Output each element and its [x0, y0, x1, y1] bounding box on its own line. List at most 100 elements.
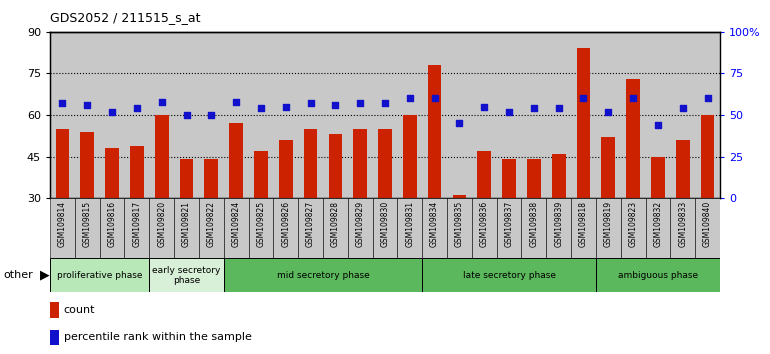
- Bar: [601, 137, 615, 198]
- Bar: [497, 32, 521, 198]
- Bar: [695, 32, 720, 198]
- Text: GSM109837: GSM109837: [504, 201, 514, 247]
- Point: [602, 109, 614, 115]
- Bar: [348, 32, 373, 198]
- Point: [304, 101, 316, 106]
- Text: GSM109818: GSM109818: [579, 201, 588, 247]
- Text: GSM109836: GSM109836: [480, 201, 489, 247]
- Bar: [50, 302, 59, 318]
- Bar: [695, 198, 720, 258]
- Bar: [298, 32, 323, 198]
- Bar: [676, 140, 690, 198]
- Bar: [224, 258, 422, 292]
- Point: [701, 96, 714, 101]
- Bar: [323, 32, 348, 198]
- Bar: [155, 115, 169, 198]
- Bar: [323, 198, 348, 258]
- Text: proliferative phase: proliferative phase: [57, 271, 142, 280]
- Point: [354, 101, 367, 106]
- Bar: [645, 32, 671, 198]
- Bar: [353, 129, 367, 198]
- Bar: [224, 32, 249, 198]
- Bar: [552, 154, 565, 198]
- Bar: [502, 159, 516, 198]
- Point: [56, 101, 69, 106]
- Point: [280, 104, 292, 110]
- Point: [553, 105, 565, 111]
- Text: GSM109825: GSM109825: [256, 201, 266, 247]
- Text: GSM109815: GSM109815: [82, 201, 92, 247]
- Point: [131, 105, 143, 111]
- Bar: [149, 32, 174, 198]
- Point: [330, 102, 342, 108]
- Bar: [447, 198, 472, 258]
- Bar: [373, 32, 397, 198]
- Text: GSM109838: GSM109838: [529, 201, 538, 247]
- Text: GSM109840: GSM109840: [703, 201, 712, 247]
- Text: early secretory
phase: early secretory phase: [152, 266, 221, 285]
- Bar: [645, 198, 671, 258]
- Text: GSM109833: GSM109833: [678, 201, 688, 247]
- Bar: [273, 198, 298, 258]
- Bar: [626, 79, 640, 198]
- Bar: [149, 198, 174, 258]
- Bar: [472, 32, 497, 198]
- Bar: [621, 32, 645, 198]
- Point: [81, 102, 93, 108]
- Bar: [224, 198, 249, 258]
- Bar: [671, 32, 695, 198]
- Text: GSM109834: GSM109834: [430, 201, 439, 247]
- Text: GSM109817: GSM109817: [132, 201, 142, 247]
- Bar: [497, 198, 521, 258]
- Text: GSM109823: GSM109823: [628, 201, 638, 247]
- Text: GSM109832: GSM109832: [654, 201, 662, 247]
- Point: [527, 105, 540, 111]
- Text: GSM109828: GSM109828: [331, 201, 340, 247]
- Bar: [521, 198, 546, 258]
- Bar: [428, 65, 441, 198]
- Bar: [348, 198, 373, 258]
- Bar: [447, 32, 472, 198]
- Bar: [671, 198, 695, 258]
- Text: GSM109829: GSM109829: [356, 201, 365, 247]
- Text: GSM109839: GSM109839: [554, 201, 563, 247]
- Bar: [99, 198, 125, 258]
- Point: [230, 99, 243, 104]
- Text: mid secretory phase: mid secretory phase: [276, 271, 370, 280]
- Bar: [521, 32, 546, 198]
- Bar: [397, 32, 422, 198]
- Bar: [596, 198, 621, 258]
- Bar: [403, 115, 417, 198]
- Text: GSM109830: GSM109830: [380, 201, 390, 247]
- Bar: [75, 32, 99, 198]
- Bar: [596, 32, 621, 198]
- Bar: [199, 32, 224, 198]
- Bar: [422, 198, 447, 258]
- Bar: [453, 195, 467, 198]
- Bar: [174, 32, 199, 198]
- Text: ambiguous phase: ambiguous phase: [618, 271, 698, 280]
- Bar: [174, 198, 199, 258]
- Bar: [472, 198, 497, 258]
- Bar: [125, 32, 149, 198]
- Bar: [125, 198, 149, 258]
- Bar: [527, 159, 541, 198]
- Bar: [477, 151, 491, 198]
- Text: ▶: ▶: [40, 269, 49, 282]
- Bar: [621, 198, 645, 258]
- Bar: [130, 145, 144, 198]
- Bar: [249, 32, 273, 198]
- Bar: [546, 198, 571, 258]
- Point: [205, 112, 217, 118]
- Point: [578, 96, 590, 101]
- Bar: [55, 129, 69, 198]
- Text: late secretory phase: late secretory phase: [463, 271, 556, 280]
- Text: GSM109822: GSM109822: [207, 201, 216, 247]
- Bar: [422, 32, 447, 198]
- Bar: [571, 32, 596, 198]
- Point: [651, 122, 664, 128]
- Point: [428, 96, 440, 101]
- Point: [255, 105, 267, 111]
- Bar: [229, 124, 243, 198]
- Bar: [149, 258, 224, 292]
